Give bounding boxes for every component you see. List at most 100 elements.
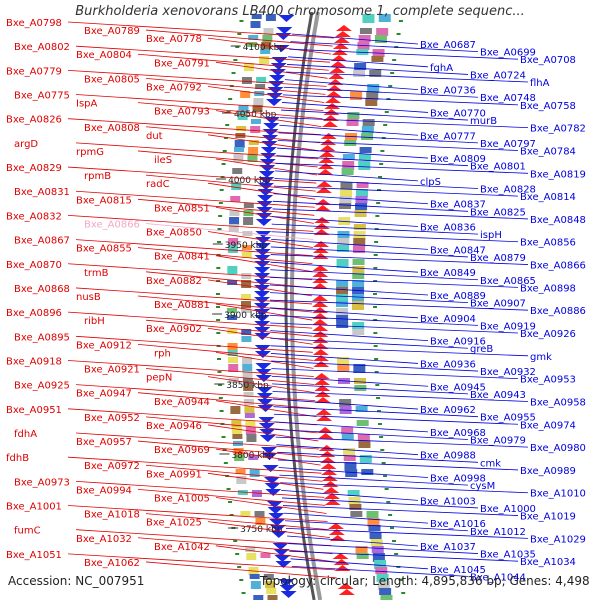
gene-leader-line bbox=[215, 497, 327, 514]
gene-label: Bxe_A0805 bbox=[84, 74, 140, 85]
gene-leader-line bbox=[207, 376, 315, 393]
forward-gene-arrow bbox=[312, 337, 329, 343]
gene-label: Bxe_A0926 bbox=[520, 329, 576, 340]
gene-leader-line bbox=[215, 206, 314, 224]
scale-tick bbox=[394, 553, 399, 555]
feature-block bbox=[375, 567, 388, 574]
feature-block bbox=[350, 511, 363, 517]
gene-leader-line bbox=[137, 392, 316, 410]
feature-block bbox=[234, 140, 245, 148]
gene-label: Bxe_A0994 bbox=[76, 485, 132, 496]
gene-label: Bxe_A0829 bbox=[6, 163, 62, 174]
gene-label: Bxe_A0989 bbox=[520, 466, 576, 477]
gene-label: Bxe_A0972 bbox=[84, 461, 140, 472]
gene-leader-line bbox=[207, 424, 319, 442]
gene-label: Bxe_A0904 bbox=[420, 314, 476, 325]
gene-leader-line bbox=[270, 246, 469, 258]
gene-leader-line bbox=[277, 140, 519, 151]
reverse-gene-arrow bbox=[254, 291, 271, 298]
gene-label: Bxe_A0687 bbox=[420, 40, 476, 51]
scale-tick bbox=[375, 215, 380, 217]
feature-block bbox=[355, 406, 368, 412]
gene-label: Bxe_A0856 bbox=[520, 238, 576, 249]
feature-block bbox=[247, 154, 258, 162]
feature-block bbox=[251, 14, 262, 19]
scale-tick bbox=[237, 33, 242, 35]
forward-gene-arrow bbox=[314, 205, 331, 211]
reverse-gene-arrow bbox=[274, 555, 291, 562]
feature-block bbox=[240, 91, 251, 98]
feature-block bbox=[344, 140, 357, 146]
gene-leader-line bbox=[287, 64, 469, 75]
reverse-gene-arrow bbox=[255, 219, 272, 226]
gene-label: Bxe_A0736 bbox=[420, 86, 476, 97]
forward-gene-arrow bbox=[323, 487, 340, 493]
reverse-gene-arrow bbox=[256, 393, 273, 400]
gene-label: Bxe_A0792 bbox=[146, 82, 202, 93]
gene-label: Bxe_A1035 bbox=[480, 550, 536, 561]
gene-leader-line bbox=[277, 459, 519, 471]
feature-block bbox=[355, 203, 368, 210]
feature-block bbox=[353, 378, 366, 384]
forward-gene-arrow bbox=[320, 463, 337, 469]
feature-block bbox=[230, 196, 241, 202]
gene-leader-line bbox=[285, 527, 529, 539]
gene-label: Bxe_A1042 bbox=[154, 542, 210, 553]
feature-block bbox=[232, 434, 243, 439]
gene-label: Bxe_A0889 bbox=[430, 291, 486, 302]
gene-leader-line bbox=[275, 429, 469, 440]
feature-block bbox=[262, 35, 273, 42]
forward-gene-arrow bbox=[338, 589, 355, 595]
gene-label: Bxe_A0797 bbox=[480, 139, 536, 150]
accession-label: Accession: NC_007951 bbox=[8, 574, 145, 588]
feature-block bbox=[339, 203, 352, 209]
feature-block bbox=[336, 301, 349, 307]
scale-tick bbox=[392, 540, 397, 542]
gene-leader-line bbox=[281, 497, 479, 509]
feature-block bbox=[263, 574, 274, 580]
feature-block bbox=[336, 322, 349, 328]
feature-block bbox=[353, 364, 366, 373]
gene-leader-line bbox=[272, 208, 529, 220]
reverse-gene-arrow bbox=[254, 267, 271, 274]
gene-label: Bxe_A0951 bbox=[6, 405, 62, 416]
gene-leader-line bbox=[269, 299, 529, 311]
reverse-gene-arrow bbox=[257, 189, 274, 196]
forward-gene-arrow bbox=[315, 409, 332, 415]
feature-block bbox=[241, 273, 252, 279]
scale-tick bbox=[388, 85, 393, 87]
feature-block bbox=[244, 406, 255, 413]
reverse-gene-arrow bbox=[260, 147, 277, 154]
forward-gene-arrow bbox=[321, 469, 338, 475]
gene-leader-line bbox=[75, 384, 316, 402]
scale-tick bbox=[380, 449, 385, 451]
forward-gene-arrow bbox=[312, 277, 329, 283]
gene-leader-line bbox=[207, 37, 332, 55]
forward-gene-arrow bbox=[313, 373, 330, 379]
gene-leader-line bbox=[145, 174, 316, 192]
forward-gene-arrow bbox=[325, 91, 342, 97]
gene-label: Bxe_A0770 bbox=[430, 108, 486, 119]
gene-leader-line bbox=[145, 223, 314, 240]
gene-label: rph bbox=[154, 348, 171, 359]
gene-leader-line bbox=[215, 255, 313, 273]
gene-label: Bxe_A0808 bbox=[84, 123, 140, 134]
gene-leader-line bbox=[145, 513, 329, 530]
gene-label: Bxe_A1025 bbox=[146, 518, 202, 529]
feature-block bbox=[228, 364, 239, 372]
reverse-gene-arrow bbox=[254, 351, 271, 358]
feature-block bbox=[371, 56, 384, 62]
feature-block bbox=[361, 469, 374, 475]
gene-leader-line bbox=[288, 543, 479, 554]
kbp-tick-label: 4000 kbp bbox=[228, 176, 271, 186]
gene-leader-line bbox=[277, 147, 429, 159]
gene-label: Bxe_A0919 bbox=[480, 321, 536, 332]
forward-gene-arrow bbox=[328, 73, 345, 79]
gene-leader-line bbox=[273, 185, 519, 197]
feature-block bbox=[243, 385, 254, 391]
gene-label: Bxe_A1010 bbox=[530, 489, 586, 500]
feature-block bbox=[376, 28, 389, 36]
reverse-gene-arrow bbox=[263, 123, 280, 130]
feature-block bbox=[227, 245, 238, 253]
